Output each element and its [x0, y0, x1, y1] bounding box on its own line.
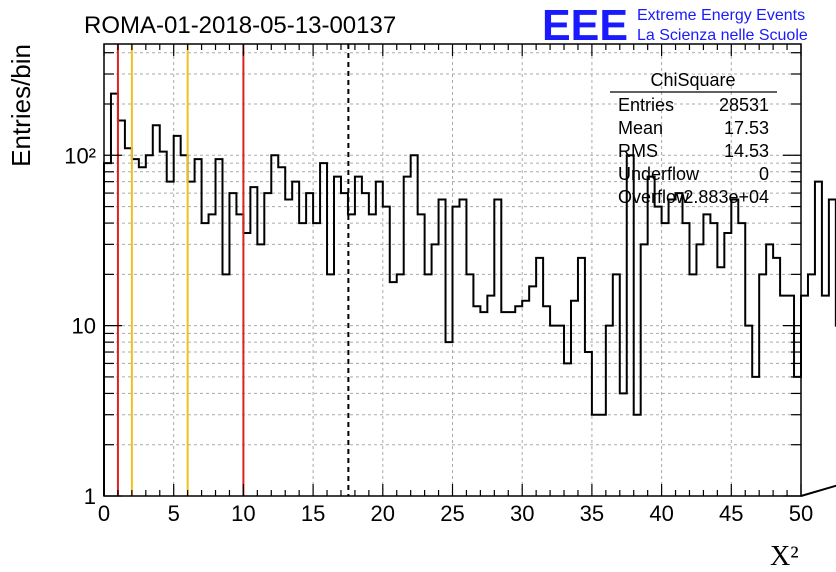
logo-line-1: Extreme Energy Events	[637, 7, 805, 24]
x-tick-label: 40	[649, 501, 673, 526]
y-tick-label: 10²	[64, 143, 96, 168]
x-tick-label: 25	[440, 501, 464, 526]
stats-row-value: 17.53	[724, 118, 769, 138]
axis-ticks	[103, 44, 802, 497]
x-tick-label: 5	[168, 501, 180, 526]
x-tick-label: 20	[371, 501, 395, 526]
x-axis-label: X²	[770, 541, 799, 572]
stats-row-value: 2.883e+04	[683, 187, 769, 207]
stats-row-value: 14.53	[724, 141, 769, 161]
x-tick-label: 35	[580, 501, 604, 526]
marker-lines	[116, 44, 350, 496]
histogram-bars	[103, 92, 836, 497]
stats-row-label: Entries	[618, 95, 674, 115]
stats-row-value: 28531	[719, 95, 769, 115]
x-tick-label: 15	[301, 501, 325, 526]
x-tick-label: 50	[789, 501, 813, 526]
stats-row-label: Underflow	[618, 164, 700, 184]
stats-row-value: 0	[759, 164, 769, 184]
stats-row-label: Mean	[618, 118, 663, 138]
logo-line-2: La Scienza nelle Scuole	[637, 27, 808, 44]
y-tick-label: 1	[84, 484, 96, 509]
stats-rows: Entries 28531 Mean 17.53 RMS 14.53 Underflow 0 O…	[618, 95, 769, 207]
x-tick-label: 30	[510, 501, 534, 526]
x-tick-labels: 0 5 10 15 20 25 30 35 40 45 50	[98, 501, 813, 526]
y-axis-label: Entries/bin	[6, 44, 36, 167]
histogram-outline	[103, 92, 836, 497]
y-tick-labels: 1 10 10²	[64, 143, 96, 509]
stats-box-name: ChiSquare	[650, 70, 735, 90]
y-tick-label: 10	[72, 314, 96, 339]
x-tick-label: 0	[98, 501, 110, 526]
x-tick-label: 10	[231, 501, 255, 526]
eee-logo: EEE	[542, 1, 628, 50]
run-title: ROMA-01-2018-05-13-00137	[84, 12, 396, 39]
stats-box: ChiSquare Entries 28531 Mean 17.53 RMS 14.53 U…	[610, 70, 777, 207]
stats-row-label: Overflow	[618, 187, 690, 207]
x-tick-label: 45	[719, 501, 743, 526]
stats-row-label: RMS	[618, 141, 658, 161]
